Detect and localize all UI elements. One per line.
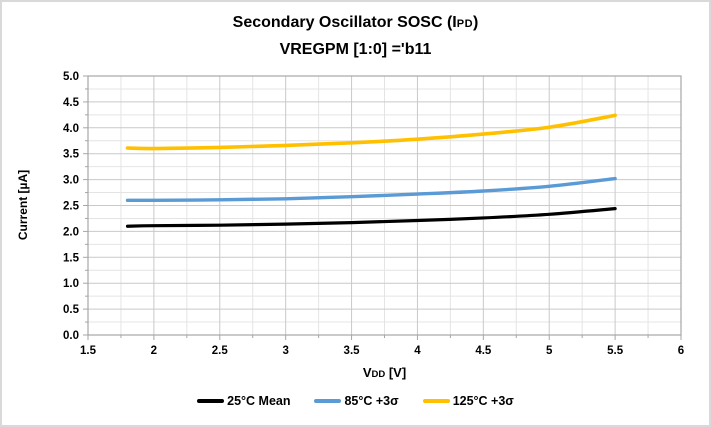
x-axis-title-main: V (362, 365, 372, 380)
x-tick-label: 4 (414, 345, 421, 357)
legend-item-125c-3sigma: 125°C +3σ (422, 394, 514, 408)
y-tick-label: 4.0 (63, 123, 79, 135)
y-tick-label: 2.5 (63, 201, 80, 213)
x-tick-label: 1.5 (80, 345, 97, 357)
chart-title-line1: Secondary Oscillator SOSC (IPD) (2, 10, 709, 37)
x-tick-label: 5.5 (607, 345, 624, 357)
legend-item-85c-3sigma: 85°C +3σ (314, 394, 399, 408)
x-axis-title: VDD [V] (88, 365, 681, 380)
chart-title-line1-suffix: ) (473, 14, 479, 31)
y-tick-label: 1.0 (63, 278, 79, 290)
x-tick-label: 2 (151, 345, 157, 357)
y-tick-label: 3.0 (63, 175, 79, 187)
y-tick-label: 5.0 (63, 71, 79, 83)
y-tick-label: 2.0 (63, 226, 79, 238)
x-tick-label: 4.5 (475, 345, 492, 357)
y-tick-label: 4.5 (63, 97, 80, 109)
series-curve-1 (125, 176, 617, 203)
series-curve-2 (125, 113, 617, 151)
legend: 25°C Mean 85°C +3σ 125°C +3σ (2, 394, 709, 408)
x-tick-label: 3 (282, 345, 288, 357)
x-tick-label: 2.5 (212, 345, 229, 357)
legend-label-85c-3sigma: 85°C +3σ (344, 394, 399, 408)
y-tick-label: 0.5 (63, 304, 80, 316)
legend-item-25c-mean: 25°C Mean (197, 394, 290, 408)
series-curve-0 (125, 207, 617, 228)
x-tick-label: 3.5 (344, 345, 361, 357)
legend-label-125c-3sigma: 125°C +3σ (452, 394, 514, 408)
chart-title: Secondary Oscillator SOSC (IPD) VREGPM [… (2, 10, 709, 62)
chart-title-line2: VREGPM [1:0] ='b11 (279, 41, 432, 58)
legend-label-25c-mean: 25°C Mean (227, 394, 291, 408)
legend-swatch-125c-3sigma (422, 399, 450, 403)
legend-swatch-85c-3sigma (314, 399, 342, 403)
y-tick-label: 3.5 (63, 149, 80, 161)
chart-title-line1-text: Secondary Oscillator SOSC (I (232, 14, 457, 31)
chart-title-line1-subscript: PD (456, 18, 474, 30)
y-axis-title: Current [µA] (16, 169, 30, 241)
x-axis-title-subscript: DD (371, 369, 386, 380)
x-tick-label: 6 (678, 345, 684, 357)
x-tick-label: 5 (546, 345, 553, 357)
legend-swatch-25c-mean (197, 399, 225, 403)
y-tick-label: 0.0 (63, 330, 79, 342)
y-tick-label: 1.5 (63, 252, 80, 264)
x-axis-title-rest: [V] (385, 365, 407, 380)
